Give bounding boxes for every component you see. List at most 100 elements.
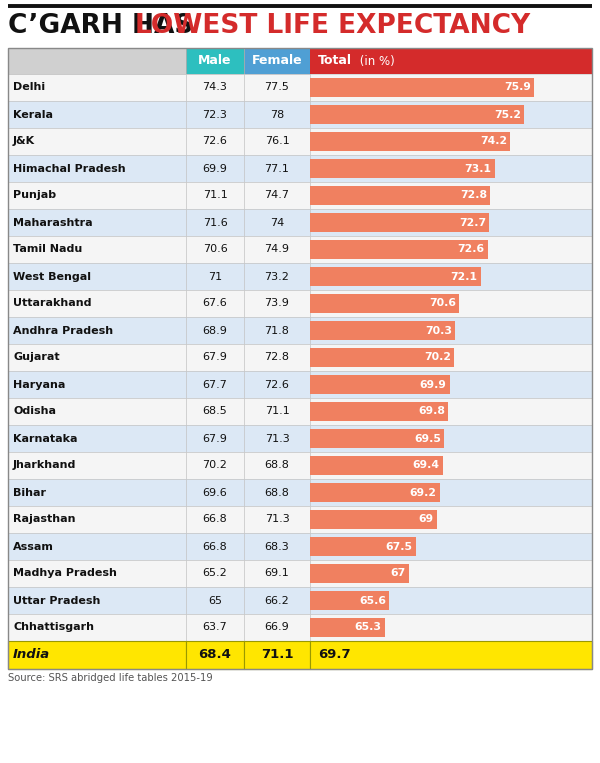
Bar [8,560,186,587]
Bar [8,506,186,533]
Text: 65.3: 65.3 [355,623,382,633]
Bar [310,74,592,101]
Text: 72.1: 72.1 [451,272,478,282]
Text: LOWEST LIFE EXPECTANCY: LOWEST LIFE EXPECTANCY [135,13,530,39]
Bar [186,506,244,533]
Bar [186,452,244,479]
Bar [310,155,592,182]
Bar [8,182,186,209]
Bar [8,101,186,128]
Text: 74.7: 74.7 [265,191,290,201]
Bar [310,105,524,124]
Text: 72.6: 72.6 [265,379,289,389]
Text: Delhi: Delhi [13,82,45,92]
Text: 75.9: 75.9 [505,82,531,92]
Bar [310,398,592,425]
Bar [310,344,592,371]
Bar [8,533,186,560]
Bar [244,533,310,560]
Bar [244,398,310,425]
Text: Haryana: Haryana [13,379,65,389]
Text: 69.6: 69.6 [203,488,227,497]
Bar [310,429,444,448]
Text: Rajasthan: Rajasthan [13,514,76,524]
Text: 65.2: 65.2 [203,568,227,578]
Bar [8,290,186,317]
Text: 68.9: 68.9 [203,326,227,336]
Bar [310,425,592,452]
Bar [186,263,244,290]
Text: 77.5: 77.5 [265,82,289,92]
Bar [186,560,244,587]
Text: 68.5: 68.5 [203,407,227,417]
Bar [8,587,186,614]
Text: 70.3: 70.3 [425,326,452,336]
Bar [244,182,310,209]
Bar [186,533,244,560]
Text: Maharashtra: Maharashtra [13,217,92,227]
Text: 76.1: 76.1 [265,137,289,146]
Text: 69.8: 69.8 [418,407,445,417]
Bar [186,236,244,263]
Bar [8,263,186,290]
Text: 66.8: 66.8 [203,514,227,524]
Text: 72.6: 72.6 [458,244,485,255]
Bar [310,587,592,614]
Bar [244,128,310,155]
Bar [310,78,534,97]
Bar [310,182,592,209]
Bar [186,425,244,452]
Text: Assam: Assam [13,542,54,552]
Bar [310,614,592,641]
Text: 70.6: 70.6 [203,244,227,255]
Bar [244,425,310,452]
Text: 69.2: 69.2 [410,488,437,497]
Bar [310,290,592,317]
Text: 71.3: 71.3 [265,514,289,524]
Text: (in %): (in %) [356,54,395,67]
Bar [310,483,440,502]
Text: 66.9: 66.9 [265,623,289,633]
Bar [8,614,186,641]
Bar [310,402,448,421]
Text: Andhra Pradesh: Andhra Pradesh [13,326,113,336]
Text: 66.8: 66.8 [203,542,227,552]
Bar [310,317,592,344]
Bar [8,48,592,669]
Bar [310,321,455,340]
Text: 67.7: 67.7 [203,379,227,389]
Bar [244,155,310,182]
Bar [186,344,244,371]
Text: 71.8: 71.8 [265,326,289,336]
Bar [310,294,460,313]
Bar [244,641,310,669]
Bar [186,614,244,641]
Bar [244,74,310,101]
Bar [186,398,244,425]
Text: 72.8: 72.8 [460,191,487,201]
Bar [310,240,488,259]
Bar [310,452,592,479]
Bar [8,425,186,452]
Bar [244,101,310,128]
Text: 65.6: 65.6 [359,595,386,606]
Text: Source: SRS abridged life tables 2015-19: Source: SRS abridged life tables 2015-19 [8,673,213,683]
Text: 67: 67 [391,568,406,578]
Bar [310,456,443,475]
Text: 67.6: 67.6 [203,298,227,308]
Text: 71.6: 71.6 [203,217,227,227]
Text: 71.3: 71.3 [265,433,289,443]
Text: 78: 78 [270,110,284,120]
Text: Chhattisgarh: Chhattisgarh [13,623,94,633]
Text: 71.1: 71.1 [203,191,227,201]
Text: J&K: J&K [13,137,35,146]
Bar [8,48,186,74]
Bar [8,371,186,398]
Bar [186,48,244,74]
Bar [310,159,495,178]
Text: Odisha: Odisha [13,407,56,417]
Bar [244,452,310,479]
Text: Tamil Nadu: Tamil Nadu [13,244,82,255]
Text: Uttarakhand: Uttarakhand [13,298,91,308]
Bar [244,479,310,506]
